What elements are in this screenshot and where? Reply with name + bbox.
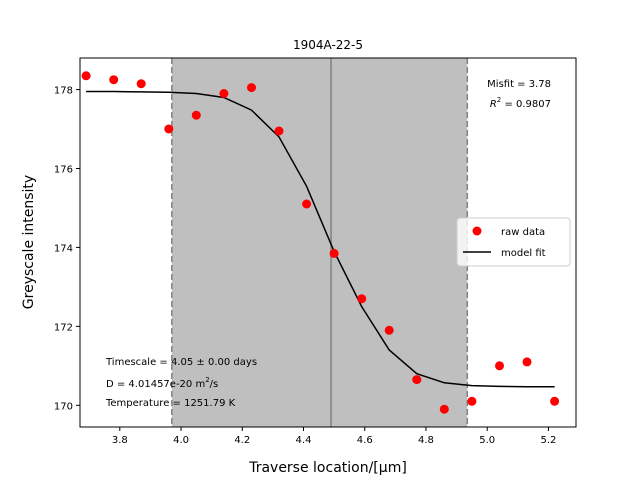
y-axis-label: Greyscale intensity	[21, 175, 37, 309]
raw-data-point	[219, 89, 229, 98]
legend-box	[456, 217, 571, 267]
raw-data-point	[191, 110, 201, 120]
legend-raw-data-marker	[472, 226, 482, 236]
raw-data-point	[439, 404, 449, 414]
y-tick-label: 178	[54, 86, 73, 97]
raw-data-point	[550, 396, 560, 406]
temperature-annotation: Temperature = 1251.79 K	[105, 398, 236, 409]
chart-title: 1904A-22-5	[293, 38, 363, 52]
x-tick-label: 5.0	[479, 435, 495, 446]
raw-data-point	[302, 199, 312, 209]
raw-data-point	[384, 325, 394, 335]
plot-area	[81, 58, 560, 427]
x-tick-label: 5.2	[540, 435, 556, 446]
legend-raw-data-label: raw data	[501, 227, 545, 238]
x-axis-ticks: 3.8 4.0 4.2 4.4 4.6 4.8 5.0 5.2	[112, 427, 556, 446]
raw-data-point	[357, 294, 367, 304]
diffusivity-annotation: D = 4.01457e-20 m2/s	[106, 376, 218, 390]
raw-data-point	[329, 248, 339, 258]
misfit-annotation: Misfit = 3.78	[487, 79, 551, 90]
legend: raw data model fit	[456, 217, 571, 267]
y-axis-ticks: 170 172 174 176 178	[54, 86, 80, 412]
timescale-annotation: Timescale = 4.05 ± 0.00 days	[105, 357, 257, 368]
y-tick-label: 170	[54, 401, 73, 412]
x-tick-label: 4.0	[173, 435, 189, 446]
raw-data-point	[81, 71, 91, 81]
y-tick-label: 176	[54, 165, 73, 176]
legend-model-fit-label: model fit	[501, 248, 546, 259]
y-tick-label: 172	[54, 322, 73, 333]
raw-data-point	[274, 126, 284, 136]
y-tick-label: 174	[54, 243, 73, 254]
raw-data-point	[109, 75, 119, 85]
raw-data-point	[136, 79, 146, 89]
x-tick-label: 4.2	[234, 435, 250, 446]
x-tick-label: 3.8	[112, 435, 128, 446]
raw-data-point	[412, 375, 422, 385]
x-tick-label: 4.6	[357, 435, 373, 446]
model-fit-layer	[86, 90, 555, 388]
raw-data-point	[467, 396, 477, 406]
x-axis-label: Traverse location/[μm]	[248, 460, 407, 476]
model-fit-line	[86, 90, 555, 388]
r-squared-annotation: R2 = 0.9807	[490, 96, 551, 110]
raw-data-point	[495, 361, 504, 371]
shaded-region	[171, 58, 468, 427]
raw-data-layer	[81, 71, 560, 414]
axes-frame	[79, 57, 577, 428]
raw-data-point	[247, 83, 256, 93]
raw-data-point	[522, 357, 532, 367]
x-tick-label: 4.8	[418, 435, 434, 446]
raw-data-point	[164, 124, 174, 134]
x-tick-label: 4.4	[296, 435, 312, 446]
